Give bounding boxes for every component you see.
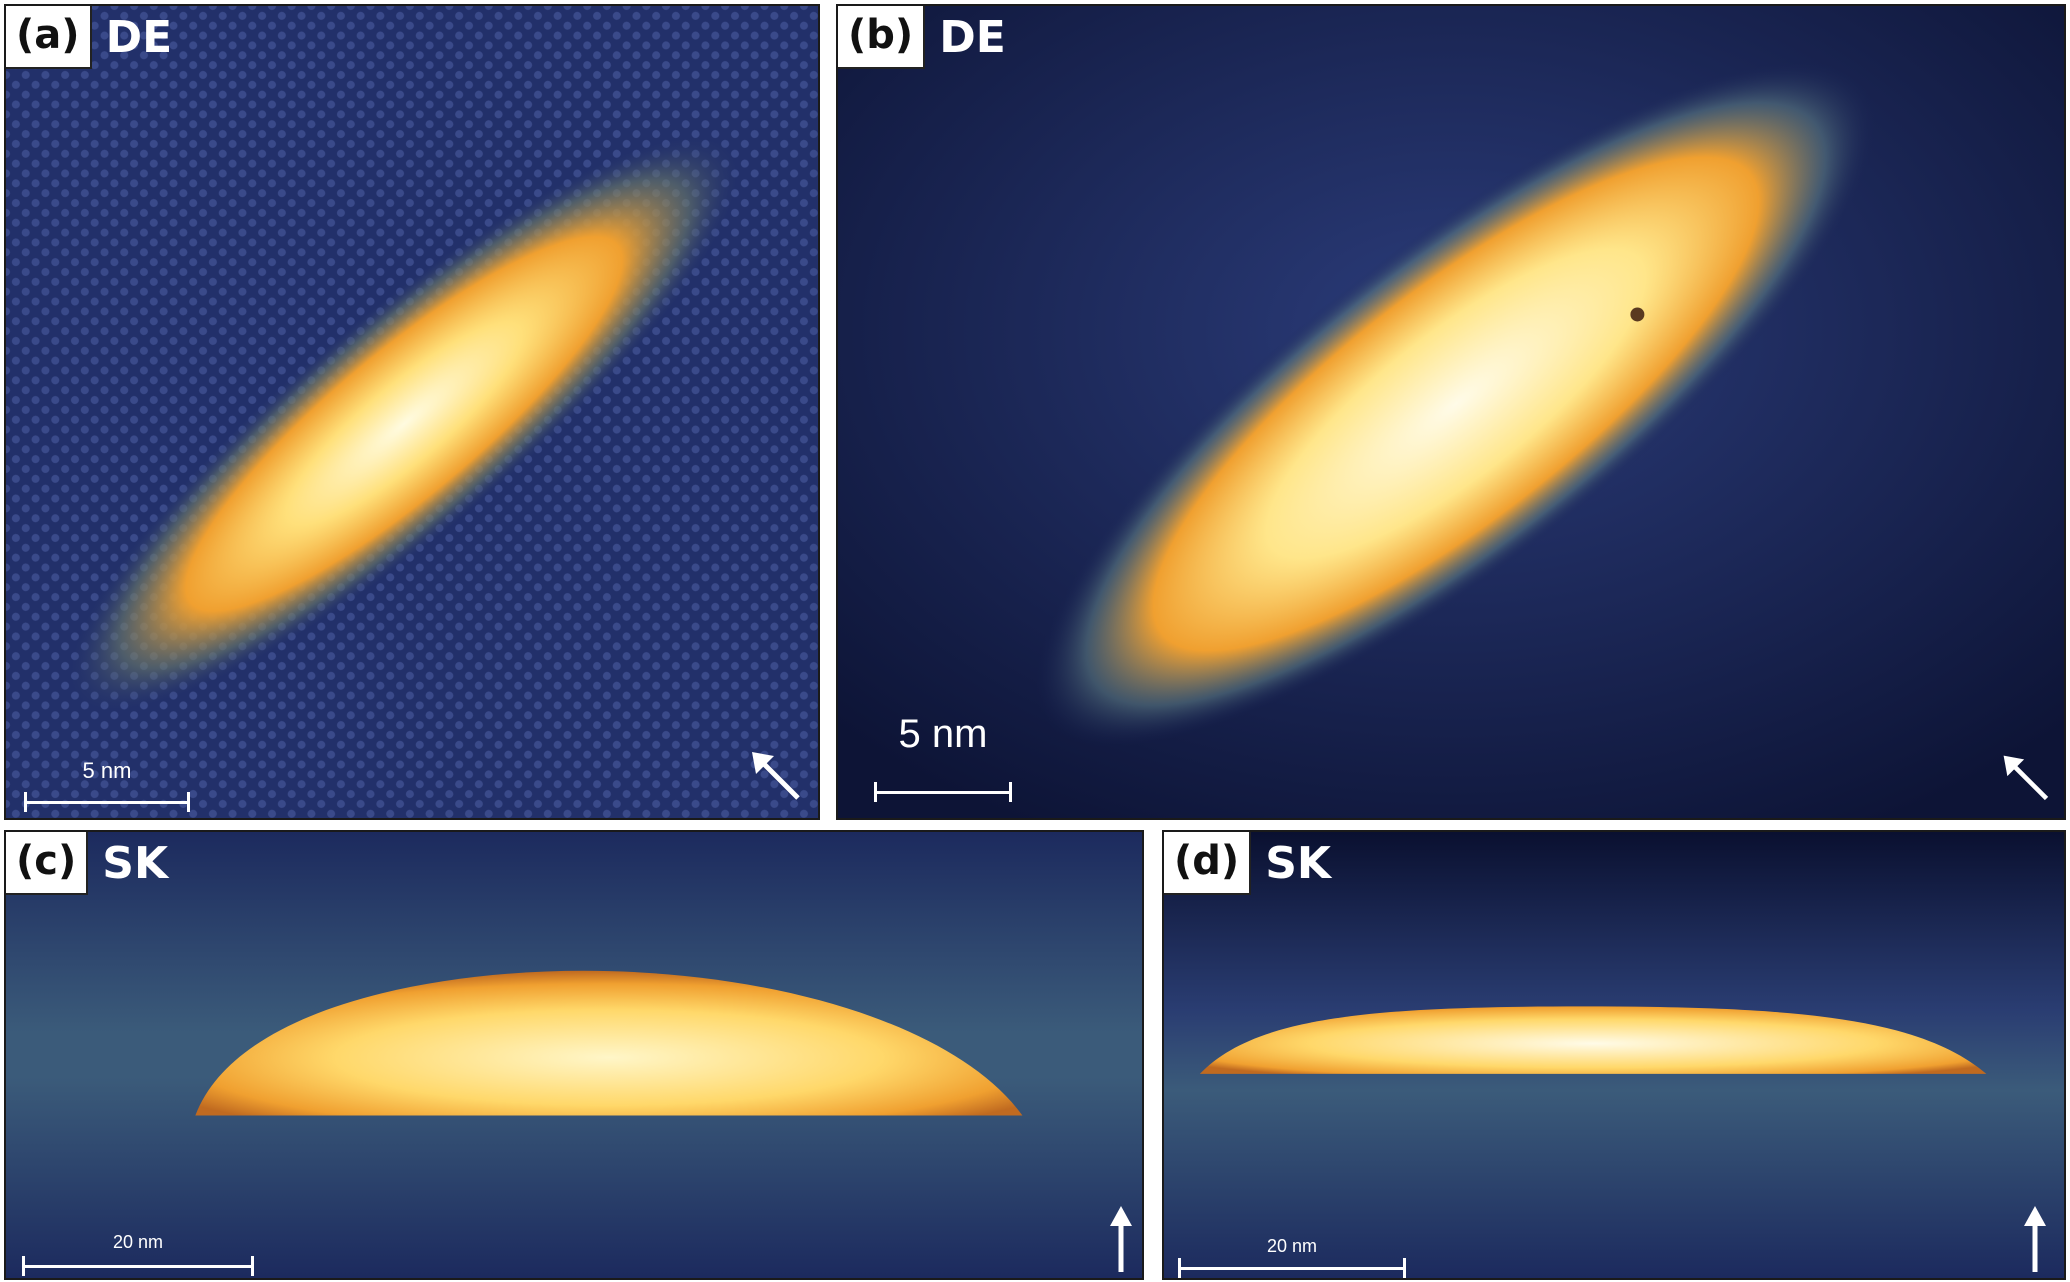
scale-bar: 20 nm xyxy=(22,1232,254,1276)
arrow-up-left-icon xyxy=(752,752,800,800)
stm-image-d xyxy=(1164,832,2064,1278)
panel-b: (b) DE 5 nm xyxy=(836,4,2066,820)
panel-letter: (a) xyxy=(6,6,92,69)
panel-a: (a) DE 5 nm xyxy=(4,4,820,820)
scale-label: 5 nm xyxy=(898,712,988,756)
stm-image-b xyxy=(838,6,2064,818)
panel-letter: (b) xyxy=(838,6,926,69)
scale-bar: 5 nm xyxy=(874,712,1012,802)
scale-label: 5 nm xyxy=(82,758,132,783)
panel-c: (c) SK 20 nm xyxy=(4,830,1144,1280)
panel-letter: (d) xyxy=(1164,832,1252,895)
scale-label: 20 nm xyxy=(1266,1236,1318,1256)
panel-label: (b) DE xyxy=(838,6,1020,69)
stm-image-c xyxy=(6,832,1142,1278)
scale-label: 20 nm xyxy=(112,1232,164,1252)
panel-letter: (c) xyxy=(6,832,89,895)
panel-label: (c) SK xyxy=(6,832,182,895)
panel-label: (d) SK xyxy=(1164,832,1345,895)
panel-label: (a) DE xyxy=(6,6,186,69)
arrow-up-icon xyxy=(2024,1206,2046,1272)
growth-mode-label: DE xyxy=(939,12,1006,63)
growth-mode-label: SK xyxy=(1265,838,1331,889)
scale-bar: 5 nm xyxy=(24,758,190,812)
arrow-up-icon xyxy=(1110,1206,1132,1272)
arrow-up-left-icon xyxy=(2003,755,2049,801)
scale-bar: 20 nm xyxy=(1178,1236,1406,1278)
growth-mode-label: DE xyxy=(105,12,173,63)
stm-image-a xyxy=(6,6,818,818)
panel-d: (d) SK 20 nm xyxy=(1162,830,2066,1280)
growth-mode-label: SK xyxy=(102,838,169,889)
